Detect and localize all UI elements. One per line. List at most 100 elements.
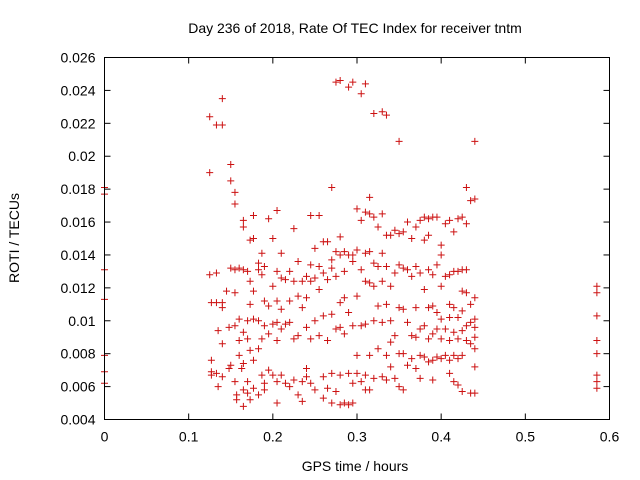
data-point xyxy=(340,330,348,338)
data-point xyxy=(258,249,266,257)
data-point xyxy=(249,384,257,392)
data-point xyxy=(319,312,327,320)
data-points xyxy=(101,77,601,410)
data-point xyxy=(471,345,479,353)
data-point xyxy=(374,345,382,353)
data-point xyxy=(246,300,254,308)
data-point xyxy=(227,160,235,168)
y-tick-label: 0.02 xyxy=(68,148,95,164)
data-point xyxy=(437,335,445,343)
data-point xyxy=(462,322,470,330)
plot-frame xyxy=(104,57,610,420)
data-point xyxy=(467,300,475,308)
data-point xyxy=(345,369,353,377)
data-point xyxy=(277,274,285,282)
data-point xyxy=(277,305,285,313)
data-point xyxy=(336,251,344,259)
data-point xyxy=(366,210,374,218)
data-point xyxy=(294,292,302,300)
data-point xyxy=(269,282,277,290)
data-point xyxy=(404,266,411,274)
data-point xyxy=(446,313,454,321)
data-point xyxy=(441,272,449,280)
data-point xyxy=(273,399,281,407)
data-point xyxy=(450,378,458,386)
data-point xyxy=(425,304,433,312)
data-point xyxy=(467,197,475,205)
data-point xyxy=(454,381,462,389)
data-point xyxy=(239,328,247,336)
data-point xyxy=(340,399,348,407)
data-point xyxy=(353,292,361,300)
data-point xyxy=(378,249,386,257)
data-point xyxy=(307,261,315,269)
data-point xyxy=(353,205,361,213)
data-point xyxy=(458,287,466,295)
data-point xyxy=(382,262,390,270)
data-point xyxy=(408,355,416,363)
data-point xyxy=(218,340,226,348)
data-point xyxy=(311,317,319,325)
data-point xyxy=(382,111,390,119)
data-point xyxy=(290,376,298,384)
data-point xyxy=(450,351,458,359)
data-point xyxy=(315,211,323,219)
data-point xyxy=(223,287,231,295)
data-point xyxy=(286,267,294,275)
data-point xyxy=(378,210,386,218)
data-point xyxy=(437,315,445,323)
data-point xyxy=(366,193,374,201)
data-point xyxy=(336,77,344,85)
data-point xyxy=(395,230,403,238)
data-point xyxy=(336,323,344,331)
data-point xyxy=(212,299,220,307)
data-point xyxy=(420,353,428,361)
data-point xyxy=(357,378,365,386)
data-point xyxy=(315,262,323,270)
data-point xyxy=(281,320,289,328)
data-point xyxy=(206,271,214,279)
chart-title: Day 236 of 2018, Rate Of TEC Index for r… xyxy=(188,20,522,36)
data-point xyxy=(471,195,479,203)
data-point xyxy=(303,294,310,302)
data-point xyxy=(462,266,470,274)
data-point xyxy=(277,325,285,333)
data-point xyxy=(336,371,344,379)
data-point xyxy=(231,322,239,330)
data-point xyxy=(277,249,285,257)
data-point xyxy=(239,386,247,394)
data-point xyxy=(244,378,252,386)
data-point xyxy=(446,356,454,364)
data-point xyxy=(454,267,462,275)
data-point xyxy=(387,338,395,346)
data-point xyxy=(374,302,382,310)
data-point xyxy=(273,267,281,275)
data-point xyxy=(437,251,445,259)
data-point xyxy=(462,220,470,228)
data-point xyxy=(249,287,257,295)
x-axis-ticks: 0 0.1 0.2 0.3 0.4 0.5 0.6 xyxy=(101,57,619,445)
data-point xyxy=(336,401,344,409)
data-point xyxy=(382,351,390,359)
data-point xyxy=(332,78,340,86)
data-point xyxy=(425,358,433,366)
data-point xyxy=(370,317,378,325)
data-point xyxy=(454,355,462,363)
data-point xyxy=(462,337,470,345)
data-point xyxy=(357,322,365,330)
data-point xyxy=(290,225,298,233)
data-point xyxy=(429,330,437,338)
data-point xyxy=(239,402,247,410)
data-point xyxy=(416,351,424,359)
data-point xyxy=(298,304,306,312)
data-point xyxy=(290,277,298,285)
data-point xyxy=(446,216,454,224)
data-point xyxy=(408,272,416,280)
data-point xyxy=(239,216,247,224)
y-tick-label: 0.016 xyxy=(60,214,95,230)
data-point xyxy=(437,282,445,290)
data-point xyxy=(395,261,403,269)
data-point xyxy=(238,364,246,372)
data-point xyxy=(366,248,374,256)
